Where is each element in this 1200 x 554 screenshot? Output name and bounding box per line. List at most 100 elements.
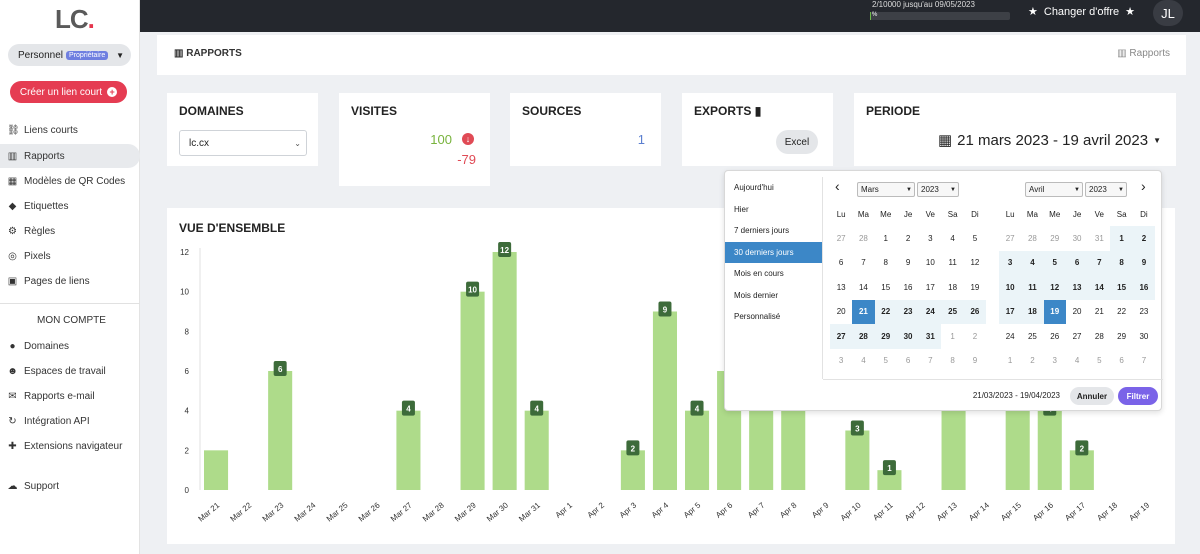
- calendar-day[interactable]: 9: [972, 356, 978, 366]
- calendar-day[interactable]: 1: [1110, 226, 1133, 251]
- calendar-day[interactable]: 7: [861, 258, 866, 268]
- preset-range-item[interactable]: Hier: [734, 204, 749, 214]
- calendar-day[interactable]: 27: [1072, 331, 1082, 341]
- domain-select[interactable]: lc.cx ⌄: [179, 130, 307, 156]
- calendar-day[interactable]: 22: [1117, 307, 1127, 317]
- sidebar-item-support[interactable]: ☁ Support: [0, 474, 140, 498]
- calendar-day[interactable]: 10: [999, 275, 1022, 300]
- calendar-day[interactable]: 3: [928, 233, 933, 243]
- calendar-day[interactable]: 2: [1132, 226, 1156, 251]
- change-offer-button[interactable]: ★ Changer d'offre ★: [1028, 5, 1135, 19]
- calendar-day[interactable]: 8: [1110, 250, 1133, 275]
- calendar-day[interactable]: 24: [919, 299, 942, 324]
- calendar-day[interactable]: 23: [1139, 307, 1149, 317]
- calendar-day[interactable]: 17: [925, 282, 935, 292]
- calendar-day[interactable]: 29: [874, 324, 897, 349]
- sidebar-item-rapports-email[interactable]: ✉ Rapports e-mail: [0, 384, 140, 408]
- apply-filter-button[interactable]: Filtrer: [1118, 387, 1158, 405]
- calendar-day[interactable]: 16: [903, 282, 913, 292]
- calendar-day[interactable]: 30: [896, 324, 920, 349]
- calendar-day[interactable]: 11: [948, 258, 957, 268]
- calendar-day[interactable]: 8: [950, 356, 955, 366]
- calendar-day[interactable]: 1: [883, 233, 888, 243]
- calendar-day[interactable]: 5: [1043, 250, 1066, 275]
- sidebar-item-domaines[interactable]: ● Domaines: [0, 334, 140, 358]
- calendar-day[interactable]: 30: [1139, 331, 1149, 341]
- calendar-day[interactable]: 28: [852, 324, 875, 349]
- calendar-day[interactable]: 14: [1088, 275, 1111, 300]
- calendar-day[interactable]: 10: [925, 258, 935, 268]
- calendar-day[interactable]: 28: [858, 233, 868, 243]
- calendar-day[interactable]: 26: [1050, 331, 1060, 341]
- sidebar-item-pixels[interactable]: ◎ Pixels: [0, 244, 140, 268]
- sidebar-item-api[interactable]: ↻ Intégration API: [0, 409, 140, 433]
- calendar-day[interactable]: 31: [919, 324, 942, 349]
- calendar-day[interactable]: 16: [1132, 275, 1156, 300]
- calendar-day[interactable]: 4: [1021, 250, 1044, 275]
- calendar-day[interactable]: 4: [950, 233, 955, 243]
- calendar-day[interactable]: 29: [1117, 331, 1127, 341]
- calendar-day[interactable]: 17: [999, 299, 1022, 324]
- calendar-day[interactable]: 21: [852, 299, 875, 324]
- calendar-day[interactable]: 5: [972, 233, 978, 243]
- chevron-right-icon[interactable]: ›: [1141, 178, 1146, 194]
- create-link-button[interactable]: Créer un lien court +: [10, 81, 127, 103]
- calendar-day[interactable]: 1: [1007, 356, 1013, 366]
- logo[interactable]: LC.: [55, 4, 95, 35]
- calendar-day[interactable]: 6: [1065, 250, 1089, 275]
- sidebar-item-liens-courts[interactable]: ⛓ Liens courts: [0, 118, 140, 142]
- preset-range-item[interactable]: 7 derniers jours: [734, 226, 790, 236]
- calendar-day[interactable]: 28: [1094, 331, 1104, 341]
- calendar-day[interactable]: 3: [1052, 356, 1057, 366]
- calendar-day[interactable]: 5: [1097, 356, 1102, 366]
- calendar-day[interactable]: 20: [836, 307, 846, 317]
- calendar-day[interactable]: 12: [970, 258, 980, 268]
- calendar-day[interactable]: 12: [1043, 275, 1066, 300]
- calendar-day[interactable]: 4: [861, 356, 866, 366]
- preset-range-item[interactable]: Personnalisé: [734, 312, 781, 322]
- calendar-day[interactable]: 3: [999, 250, 1022, 275]
- calendar-day[interactable]: 27: [1005, 233, 1015, 243]
- chevron-left-icon[interactable]: ‹: [835, 178, 840, 194]
- sidebar-item-regles[interactable]: ⚙ Règles: [0, 219, 140, 243]
- calendar-day[interactable]: 8: [883, 258, 888, 268]
- calendar-day[interactable]: 25: [941, 299, 964, 324]
- sidebar-item-pages-liens[interactable]: ▣ Pages de liens: [0, 269, 140, 293]
- calendar-day[interactable]: 21: [1094, 307, 1104, 317]
- calendar-day[interactable]: 27: [830, 324, 853, 349]
- calendar-day[interactable]: 9: [905, 258, 911, 268]
- calendar-day[interactable]: 19: [970, 282, 980, 292]
- calendar-day[interactable]: 24: [1005, 331, 1015, 341]
- calendar-day[interactable]: 6: [838, 258, 844, 268]
- calendar-day[interactable]: 6: [1119, 356, 1124, 366]
- preset-range-item[interactable]: Aujourd'hui: [734, 183, 774, 193]
- calendar-day[interactable]: 2: [905, 233, 911, 243]
- calendar-day[interactable]: 13: [1065, 275, 1089, 300]
- preset-range-item[interactable]: Mois en cours: [734, 269, 784, 279]
- preset-range-item[interactable]: Mois dernier: [734, 290, 779, 300]
- workspace-select[interactable]: Personnel Propriétaire ▼: [8, 44, 131, 66]
- calendar-day[interactable]: 18: [948, 282, 958, 292]
- calendar-day[interactable]: 1: [950, 331, 955, 341]
- calendar-day[interactable]: 14: [858, 282, 868, 292]
- year-select-right[interactable]: 2023 ▼: [1085, 182, 1127, 197]
- sidebar-item-extensions[interactable]: ✚ Extensions navigateur: [0, 434, 140, 458]
- calendar-day[interactable]: 28: [1027, 233, 1037, 243]
- calendar-day[interactable]: 7: [928, 356, 933, 366]
- calendar-day[interactable]: 25: [1027, 331, 1037, 341]
- calendar-day[interactable]: 3: [838, 356, 844, 366]
- avatar[interactable]: JL: [1153, 0, 1183, 26]
- calendar-day[interactable]: 23: [896, 299, 920, 324]
- calendar-day[interactable]: 9: [1132, 250, 1156, 275]
- excel-export-button[interactable]: Excel: [776, 130, 818, 154]
- calendar-day[interactable]: 22: [874, 299, 897, 324]
- sidebar-item-qr-models[interactable]: ▦ Modèles de QR Codes: [0, 169, 140, 193]
- calendar-day[interactable]: 18: [1021, 299, 1044, 324]
- sidebar-item-rapports[interactable]: ▥ Rapports: [0, 144, 140, 168]
- period-dropdown[interactable]: ▦ 21 mars 2023 - 19 avril 2023 ▼: [938, 131, 1161, 150]
- calendar-day[interactable]: 15: [881, 282, 891, 292]
- calendar-day[interactable]: 7: [1088, 250, 1111, 275]
- calendar-day[interactable]: 29: [1050, 233, 1060, 243]
- cancel-button[interactable]: Annuler: [1070, 387, 1114, 405]
- year-select-left[interactable]: 2023 ▼: [917, 182, 959, 197]
